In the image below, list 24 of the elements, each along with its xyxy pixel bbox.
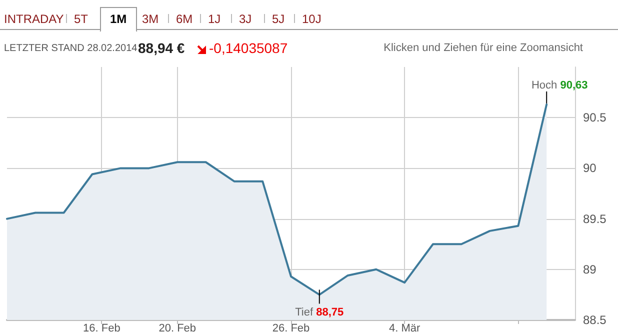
y-tick-label: 90 bbox=[583, 161, 597, 176]
x-tick-label: 16. Feb bbox=[83, 322, 120, 334]
text: 88,94 € bbox=[138, 40, 185, 56]
x-tick-label: 4. Mär bbox=[389, 322, 421, 334]
annotation: Tief 88,75 bbox=[295, 306, 344, 319]
y-tick-label: 88.5 bbox=[583, 313, 607, 327]
chart-title: LETZTER STAND 28.02.2014 bbox=[4, 43, 138, 54]
text: 5J bbox=[272, 12, 285, 26]
text: 1M bbox=[100, 7, 137, 32]
text: 10J bbox=[302, 12, 322, 26]
text: Klicken und Ziehen für eine Zoomansicht bbox=[384, 42, 583, 54]
text: 5T bbox=[74, 12, 88, 26]
text: 1J bbox=[208, 12, 221, 26]
y-tick-label: 90.5 bbox=[583, 110, 607, 125]
text: -0,14035087 bbox=[209, 40, 288, 56]
annotation: Hoch 90,63 bbox=[531, 79, 588, 92]
x-tick-label: 26. Feb bbox=[272, 322, 310, 334]
y-tick-label: 89.5 bbox=[583, 212, 607, 226]
y-tick-label: 89 bbox=[583, 262, 597, 276]
text: 6M bbox=[176, 12, 193, 26]
text: 3J bbox=[239, 12, 252, 26]
x-tick-label: 20. Feb bbox=[158, 322, 196, 334]
text: INTRADAY bbox=[4, 12, 64, 26]
text: 3M bbox=[142, 12, 159, 26]
